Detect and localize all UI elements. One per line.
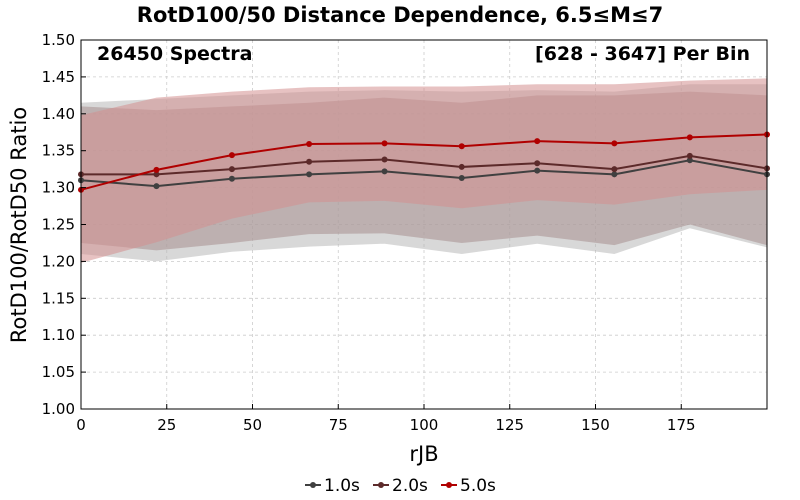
data-point-5.0s [228,152,235,159]
band-5.0s [81,78,767,263]
data-point-2.0s [228,166,235,173]
data-point-2.0s [611,166,618,173]
x-tick-label: 150 [581,416,610,434]
y-tick-label: 1.40 [42,105,75,123]
series-line-1.0s [80,159,768,188]
legend-label-5.0s: 5.0s [460,476,496,496]
y-tick-label: 1.10 [42,326,75,344]
y-tick-label: 1.30 [42,179,75,197]
x-tick-label: 50 [243,416,262,434]
annotation-bin-range: [628 - 3647] Per Bin [535,43,750,65]
y-tick-label: 1.35 [42,142,75,160]
data-point-2.0s [381,156,388,163]
data-point-1.0s [228,175,235,182]
legend-marker-2.0s [378,482,384,488]
x-tick-label: 75 [329,416,348,434]
data-point-1.0s [534,167,541,174]
series-line-5.0s [80,133,768,191]
legend-label-1.0s: 1.0s [324,476,360,496]
data-point-5.0s [458,143,465,150]
data-point-1.0s [153,183,160,190]
y-axis-label: RotD100/RotD50 Ratio [7,107,31,343]
series-line-2.0s [81,154,768,176]
annotation-spectra-count: 26450 Spectra [97,43,252,65]
data-point-5.0s [534,138,541,145]
data-point-1.0s [381,168,388,175]
legend-marker-1.0s [310,482,316,488]
data-point-2.0s [534,160,541,167]
series-lines [80,133,768,191]
chart-title: RotD100/50 Distance Dependence, 6.5≤M≤7 [137,3,663,27]
x-tick-label: 125 [495,416,524,434]
data-point-5.0s [611,140,618,147]
data-point-2.0s [458,163,465,170]
y-tick-label: 1.50 [42,31,75,49]
data-point-2.0s [306,158,313,165]
legend: 1.0s 2.0s 5.0s [305,476,496,496]
confidence-bands [81,78,767,263]
y-tick-label: 1.45 [42,68,75,86]
data-point-1.0s [611,171,618,178]
legend-marker-5.0s [446,482,452,488]
x-tick-label: 25 [157,416,176,434]
y-tick-label: 1.05 [42,363,75,381]
x-tick-label: 175 [667,416,696,434]
data-point-5.0s [306,141,313,148]
data-point-5.0s [686,134,693,141]
legend-label-2.0s: 2.0s [392,476,428,496]
x-tick-label: 100 [410,416,439,434]
data-point-2.0s [686,152,693,159]
y-tick-label: 1.00 [42,400,75,418]
data-point-5.0s [381,140,388,147]
data-point-1.0s [458,175,465,182]
data-point-1.0s [686,157,693,164]
y-tick-label: 1.20 [42,252,75,270]
data-point-2.0s [153,171,160,178]
y-axis-ticks: 1.00 1.05 1.10 1.15 1.20 1.25 1.30 1.35 1.40 1.45… [42,31,86,418]
x-axis-ticks: 0 25 50 75 100 125 150 175 [76,404,696,434]
y-tick-label: 1.15 [42,289,75,307]
y-tick-label: 1.25 [42,216,75,234]
data-point-5.0s [153,166,160,173]
x-axis-label: rJB [409,442,438,466]
data-point-1.0s [306,171,313,178]
x-tick-label: 0 [76,416,86,434]
